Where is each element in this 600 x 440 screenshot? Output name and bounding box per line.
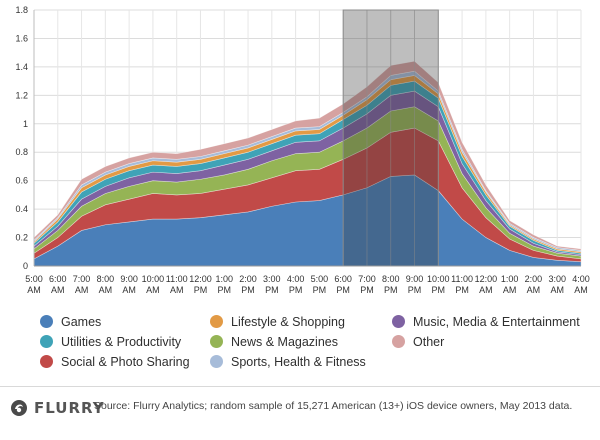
x-tick-label: 2:00 PM bbox=[239, 274, 257, 295]
footer-divider bbox=[0, 386, 600, 387]
x-tick-label: 4:00 AM bbox=[572, 274, 590, 295]
x-tick-label: 11:00 AM bbox=[166, 274, 188, 295]
legend-item-sports: Sports, Health & Fitness bbox=[210, 352, 366, 372]
x-tick-label: 8:00 AM bbox=[97, 274, 115, 295]
x-tick-label: 1:00 PM bbox=[215, 274, 233, 295]
y-tick-label: 0.6 bbox=[15, 176, 28, 186]
x-tick-label: 3:00 AM bbox=[548, 274, 566, 295]
flurry-logo-text: FLURRY bbox=[34, 399, 105, 417]
legend-label: News & Magazines bbox=[231, 335, 338, 349]
x-tick-label: 7:00 PM bbox=[358, 274, 376, 295]
x-tick-label: 1:00 AM bbox=[501, 274, 519, 295]
y-tick-label: 0.2 bbox=[15, 233, 28, 243]
x-tick-label: 5:00 PM bbox=[311, 274, 329, 295]
x-tick-label: 9:00 AM bbox=[120, 274, 138, 295]
y-tick-label: 1.4 bbox=[15, 62, 28, 72]
x-tick-label: 3:00 PM bbox=[263, 274, 281, 295]
legend-dot bbox=[210, 315, 223, 328]
x-tick-label: 4:00 PM bbox=[287, 274, 305, 295]
y-tick-label: 1.2 bbox=[15, 90, 28, 100]
y-tick-label: 1.6 bbox=[15, 33, 28, 43]
y-tick-label: 0.8 bbox=[15, 147, 28, 157]
legend-item-music: Music, Media & Entertainment bbox=[392, 312, 580, 332]
legend: Games Utilities & Productivity Social & … bbox=[30, 312, 590, 378]
y-axis: 0 0.2 0.4 0.6 0.8 1 1.2 1.4 1.6 1.8 bbox=[15, 5, 35, 271]
legend-label: Music, Media & Entertainment bbox=[413, 315, 580, 329]
x-tick-label: 8:00 PM bbox=[382, 274, 400, 295]
legend-dot bbox=[210, 355, 223, 368]
x-tick-label: 11:00 PM bbox=[451, 274, 473, 295]
legend-item-utilities: Utilities & Productivity bbox=[40, 332, 181, 352]
x-tick-label: 2:00 AM bbox=[525, 274, 543, 295]
highlight-band bbox=[342, 9, 439, 267]
y-tick-label: 1.8 bbox=[15, 5, 28, 15]
x-tick-label: 5:00 AM bbox=[25, 274, 43, 295]
legend-item-news: News & Magazines bbox=[210, 332, 338, 352]
y-tick-label: 1 bbox=[23, 119, 28, 129]
legend-label: Other bbox=[413, 335, 445, 349]
legend-label: Utilities & Productivity bbox=[61, 335, 182, 349]
legend-dot bbox=[392, 335, 405, 348]
x-tick-label: 6:00 AM bbox=[49, 274, 67, 295]
footer: FLURRY Source: Flurry Analytics; random … bbox=[0, 387, 600, 440]
legend-item-social: Social & Photo Sharing bbox=[40, 352, 190, 372]
x-tick-label: 12:00 PM bbox=[189, 274, 212, 295]
area-other bbox=[33, 60, 582, 251]
legend-dot bbox=[392, 315, 405, 328]
x-tick-label: 9:00 PM bbox=[406, 274, 424, 295]
legend-dot bbox=[40, 315, 53, 328]
legend-label: Social & Photo Sharing bbox=[61, 355, 190, 369]
legend-dot bbox=[40, 335, 53, 348]
x-tick-label: 6:00 PM bbox=[334, 274, 352, 295]
x-tick-label: 7:00 AM bbox=[73, 274, 91, 295]
legend-item-games: Games bbox=[40, 312, 101, 332]
x-tick-label: 12:00 AM bbox=[475, 274, 498, 295]
legend-label: Sports, Health & Fitness bbox=[231, 355, 366, 369]
area-series bbox=[33, 60, 582, 267]
y-tick-label: 0 bbox=[23, 261, 28, 271]
legend-label: Games bbox=[61, 315, 102, 329]
legend-dot bbox=[40, 355, 53, 368]
legend-label: Lifestyle & Shopping bbox=[231, 315, 345, 329]
stacked-area-chart: 0 0.2 0.4 0.6 0.8 1 1.2 1.4 1.6 1.8 5:00 AM 6:00 AM 7… bbox=[15, 5, 590, 295]
legend-item-other: Other bbox=[392, 332, 444, 352]
legend-item-lifestyle: Lifestyle & Shopping bbox=[210, 312, 345, 332]
source-note: Source: Flurry Analytics; random sample … bbox=[94, 400, 573, 412]
legend-dot bbox=[210, 335, 223, 348]
x-tick-label: 10:00 PM bbox=[427, 274, 450, 295]
flurry-logo-icon bbox=[11, 400, 27, 416]
x-tick-label: 10:00 AM bbox=[142, 274, 165, 295]
y-tick-label: 0.4 bbox=[15, 204, 28, 214]
